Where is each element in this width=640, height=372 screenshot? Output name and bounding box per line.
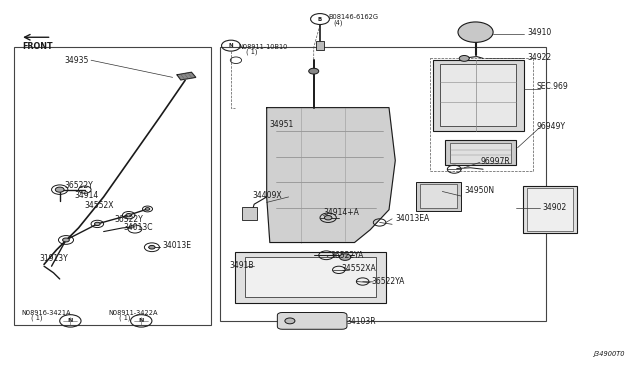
Circle shape [308, 68, 319, 74]
Text: 34951: 34951 [270, 119, 294, 128]
Text: 34409X: 34409X [252, 190, 282, 200]
Text: J34900T0: J34900T0 [593, 351, 624, 357]
Polygon shape [177, 72, 196, 80]
Circle shape [145, 208, 150, 210]
Bar [524, 186, 577, 233]
Text: 31913Y: 31913Y [39, 254, 68, 263]
Text: N: N [228, 43, 233, 48]
Text: 96949Y: 96949Y [536, 122, 565, 131]
Circle shape [285, 318, 295, 324]
Text: B08146-6162G: B08146-6162G [329, 14, 379, 20]
Text: B: B [318, 16, 322, 22]
Bar [14, 48, 211, 324]
Circle shape [460, 55, 469, 61]
Text: 34013C: 34013C [123, 223, 152, 232]
Bar [236, 251, 386, 303]
Circle shape [126, 214, 132, 217]
Text: N08916-3421A: N08916-3421A [22, 310, 71, 316]
Text: SEC.969: SEC.969 [536, 82, 568, 92]
Bar [445, 140, 516, 165]
Bar [527, 188, 573, 231]
Text: 34950N: 34950N [464, 186, 494, 195]
Text: 36522Y: 36522Y [64, 182, 93, 190]
Text: ( 1): ( 1) [118, 315, 130, 321]
Text: N: N [139, 318, 144, 323]
Text: 34552XA: 34552XA [341, 264, 376, 273]
Text: 34902: 34902 [543, 203, 567, 212]
Text: 3491B: 3491B [229, 261, 253, 270]
Text: N08911-3422A: N08911-3422A [109, 310, 158, 316]
Text: 34103R: 34103R [346, 317, 376, 326]
Text: 34013E: 34013E [162, 241, 191, 250]
Text: 96997R: 96997R [481, 157, 510, 166]
Text: 36522Y: 36522Y [115, 215, 143, 224]
Text: 34910: 34910 [527, 28, 551, 37]
Text: 36522YA: 36522YA [371, 277, 405, 286]
Circle shape [95, 222, 100, 225]
Bar [244, 257, 376, 297]
Text: 34935: 34935 [64, 56, 88, 65]
Text: 34922: 34922 [527, 53, 551, 62]
Circle shape [148, 246, 155, 249]
Bar [416, 182, 461, 211]
Text: 34914: 34914 [74, 191, 99, 201]
Circle shape [55, 187, 64, 192]
Text: ( 1): ( 1) [246, 49, 257, 55]
Circle shape [339, 254, 351, 260]
Circle shape [458, 22, 493, 42]
Text: (4): (4) [334, 19, 343, 26]
Polygon shape [267, 108, 396, 243]
Bar [440, 64, 516, 126]
Bar [220, 48, 546, 321]
Circle shape [324, 215, 332, 220]
Text: 34914+A: 34914+A [323, 208, 359, 218]
Text: 34013EA: 34013EA [396, 214, 429, 222]
Text: FRONT: FRONT [22, 42, 53, 51]
Text: N: N [68, 318, 73, 323]
Bar [316, 41, 324, 50]
Text: 34552X: 34552X [84, 201, 114, 210]
Circle shape [63, 238, 69, 242]
Text: ( 1): ( 1) [31, 315, 43, 321]
Bar [420, 184, 457, 208]
Text: N08911-10B10: N08911-10B10 [239, 44, 288, 50]
FancyBboxPatch shape [277, 312, 347, 329]
Bar [451, 143, 511, 163]
Bar [242, 207, 257, 220]
Text: 36522YA: 36522YA [330, 251, 364, 260]
Bar [433, 60, 524, 131]
